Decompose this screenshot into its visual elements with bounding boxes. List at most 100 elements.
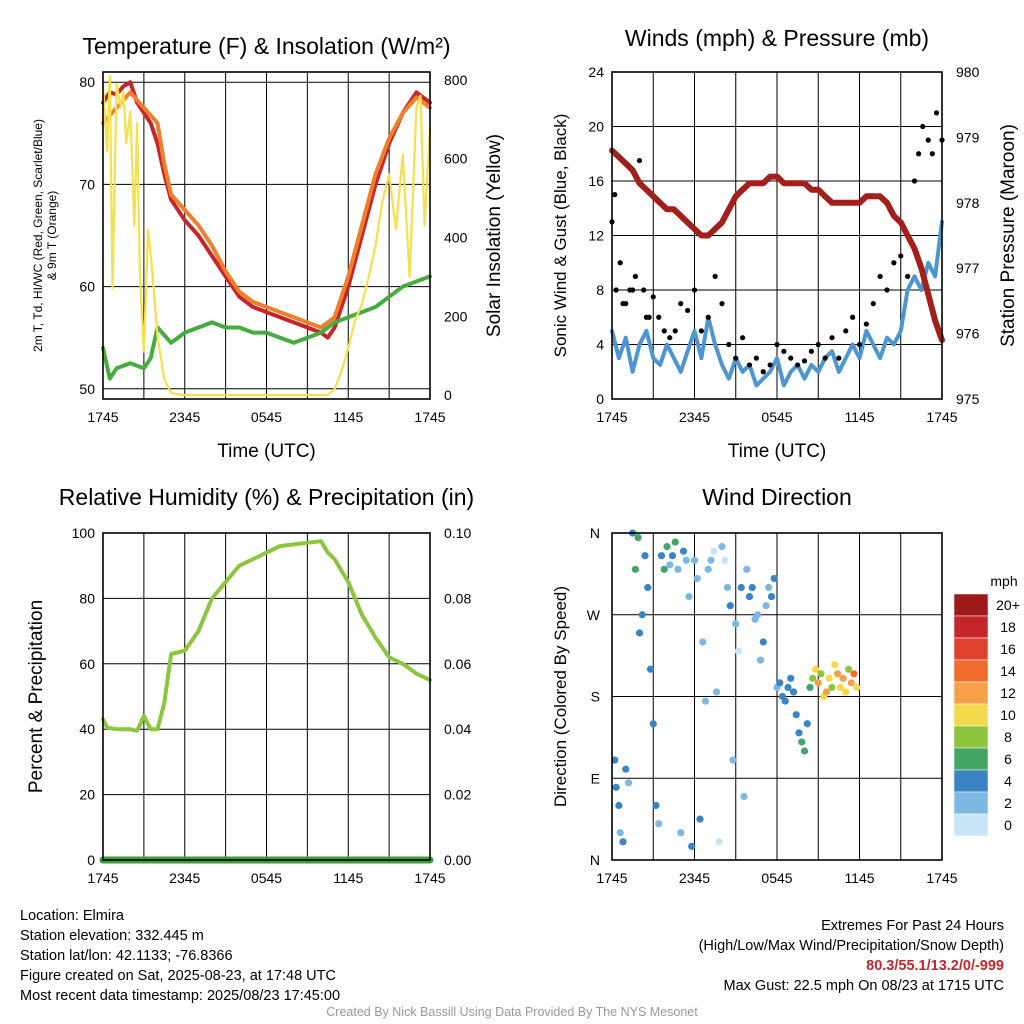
winddir-point	[624, 779, 633, 787]
rh-xtick-label: 1745	[414, 870, 445, 886]
temp-xtick-label: 1745	[414, 409, 445, 425]
extremes-subtitle: (High/Low/Max Wind/Precipitation/Snow De…	[698, 938, 1004, 954]
winddir-point	[850, 670, 858, 678]
temp-xtick-label: 1745	[87, 409, 118, 425]
winddir-point	[833, 670, 842, 678]
winddir-point	[729, 756, 737, 764]
winddir-point	[847, 679, 855, 687]
colorbar-swatch	[953, 615, 989, 639]
winddir-points	[611, 529, 861, 850]
winddir-point	[631, 565, 639, 573]
winddir-point	[668, 552, 677, 560]
rh-series-relative-humidity	[101, 539, 432, 733]
winddir-point	[828, 683, 836, 692]
colorbar-label: 16	[1000, 641, 1016, 657]
winddir-point	[748, 583, 756, 592]
temp-ylabel: 2m T, Td, HI/WC (Red, Green, Scarlet/Blu…	[31, 119, 45, 352]
temp-xtick-label: 1145	[333, 409, 363, 425]
winds-series-gust-point	[877, 273, 883, 279]
winds-series-gust-point	[891, 260, 897, 266]
winddir-point	[817, 670, 825, 678]
winds-ylabel-right: Station Pressure (Maroon)	[998, 124, 1019, 347]
winddir-xtick-label: 1145	[844, 870, 874, 886]
winddir-point	[696, 815, 704, 823]
winddir-point	[853, 683, 861, 692]
winds-series-gust-point	[929, 151, 935, 157]
rh-ytick-label: 80	[79, 590, 95, 606]
winds-series-gust-point	[801, 358, 808, 364]
winddir-point	[710, 547, 718, 555]
winddir-point	[699, 638, 707, 646]
winds-series-gust-point	[617, 260, 623, 266]
rh-ytick-label: 60	[79, 656, 95, 672]
temp-ytick-right-label: 600	[444, 151, 468, 167]
winddir-point	[616, 829, 624, 837]
temp-frame	[102, 71, 431, 400]
winddir-point	[690, 556, 699, 564]
winds-series-gust-point	[850, 314, 856, 320]
winddir-point	[649, 720, 657, 728]
winddir-point	[765, 583, 773, 592]
winds-series-gust-point	[661, 328, 667, 334]
winds-series-gust-point	[788, 355, 794, 361]
winds-series-gust-point	[705, 314, 711, 320]
winddir-point	[756, 656, 765, 664]
winds-series-gust-point	[746, 362, 753, 368]
winddir-point	[611, 756, 619, 764]
winddir-xtick-label: 1745	[596, 870, 627, 886]
winddir-point	[734, 647, 743, 655]
colorbar-title: mph	[990, 573, 1017, 589]
station-info: Location: Elmira Station elevation: 332.…	[20, 906, 340, 1006]
winds-series-gust-point	[933, 110, 940, 116]
winds-ytick-label: 24	[588, 64, 604, 80]
temp-ytick-right-label: 400	[444, 229, 468, 245]
winds-series-gust-point	[733, 355, 739, 361]
winddir-point	[723, 583, 732, 592]
colorbar-label: 10	[1000, 707, 1016, 723]
winddir-point	[679, 547, 688, 555]
winds-series-gust-point	[678, 301, 684, 307]
winddir-point	[844, 665, 853, 673]
winddir-point	[836, 683, 844, 692]
winddir-point	[800, 747, 809, 755]
winds-ytick-label: 12	[588, 228, 604, 244]
winds-title: Winds (mph) & Pressure (mb)	[625, 25, 929, 51]
winds-series-sonic-wind	[610, 219, 944, 388]
winddir-point	[806, 683, 814, 692]
winds-series-gust-point	[630, 287, 636, 293]
winddir-point	[831, 661, 839, 669]
winddir-ytick-label: E	[591, 770, 600, 786]
colorbar-label: 14	[1000, 663, 1016, 679]
colorbar-swatch	[953, 593, 989, 617]
winddir-point	[641, 552, 649, 560]
location-text: Location: Elmira	[20, 908, 124, 924]
winddir-point	[842, 688, 850, 696]
winds-ytick-right-label: 978	[956, 195, 980, 211]
colorbar-label: 6	[1004, 751, 1012, 767]
winddir-point	[677, 829, 685, 837]
temp-ytick-right-label: 0	[444, 387, 452, 403]
winds-series-gust-point	[685, 307, 691, 314]
max-gust-text: Max Gust: 22.5 mph On 08/23 at 1715 UTC	[723, 978, 1004, 994]
rh-ytick-label: 20	[79, 787, 95, 803]
winds-series-gust-point	[712, 273, 718, 279]
winds-series-gust-point	[667, 335, 673, 341]
winddir-point	[693, 574, 701, 583]
winddir-point	[674, 565, 682, 573]
winds-series-gust-point	[643, 314, 649, 320]
winddir-point	[789, 688, 798, 696]
winds-series-gust-point	[740, 335, 746, 341]
winds-series-gust-point	[632, 273, 638, 279]
winddir-point	[762, 602, 770, 610]
created-text: Figure created on Sat, 2025-08-23, at 17…	[20, 968, 336, 984]
winddir-point	[715, 838, 723, 846]
colorbar-label: 0	[1004, 817, 1012, 833]
colorbar-label: 2	[1004, 795, 1012, 811]
winddir-point	[803, 720, 811, 728]
winds-series-gust-point	[650, 294, 656, 300]
colorbar-swatch	[953, 791, 989, 815]
temp-ytick-label: 60	[79, 279, 95, 295]
winds-series-gust-point	[612, 192, 618, 198]
winds-series-gust-point	[829, 335, 835, 341]
winds-series-gust-point	[916, 151, 922, 157]
